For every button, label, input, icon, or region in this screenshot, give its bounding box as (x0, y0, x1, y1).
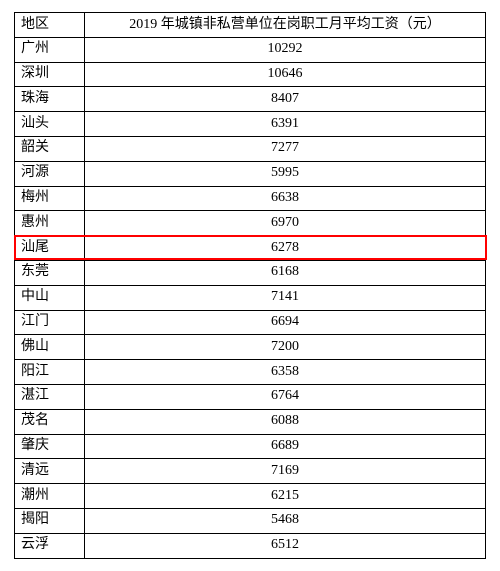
cell-region: 云浮 (15, 533, 85, 558)
cell-value: 10646 (85, 62, 486, 87)
column-header-region: 地区 (15, 13, 85, 38)
cell-value: 6689 (85, 434, 486, 459)
cell-value: 6358 (85, 360, 486, 385)
cell-value: 6512 (85, 533, 486, 558)
cell-region: 清远 (15, 459, 85, 484)
table-row: 清远7169 (15, 459, 486, 484)
cell-value: 6638 (85, 186, 486, 211)
cell-value: 7141 (85, 285, 486, 310)
cell-region: 阳江 (15, 360, 85, 385)
cell-region: 河源 (15, 161, 85, 186)
cell-region: 中山 (15, 285, 85, 310)
wage-table: 地区 2019 年城镇非私营单位在岗职工月平均工资（元） 广州10292深圳10… (14, 12, 486, 559)
cell-value: 6391 (85, 112, 486, 137)
cell-region: 佛山 (15, 335, 85, 360)
cell-region: 深圳 (15, 62, 85, 87)
table-row: 云浮6512 (15, 533, 486, 558)
table-row: 深圳10646 (15, 62, 486, 87)
table-row: 广州10292 (15, 37, 486, 62)
table-row: 珠海8407 (15, 87, 486, 112)
table-row: 梅州6638 (15, 186, 486, 211)
cell-value: 6215 (85, 484, 486, 509)
cell-region: 湛江 (15, 384, 85, 409)
cell-value: 6088 (85, 409, 486, 434)
cell-value: 7277 (85, 136, 486, 161)
cell-region: 珠海 (15, 87, 85, 112)
cell-region: 江门 (15, 310, 85, 335)
cell-region: 广州 (15, 37, 85, 62)
cell-region: 韶关 (15, 136, 85, 161)
table-row: 揭阳5468 (15, 508, 486, 533)
cell-value: 6278 (85, 236, 486, 261)
table-row: 肇庆6689 (15, 434, 486, 459)
table-row: 潮州6215 (15, 484, 486, 509)
cell-value: 6764 (85, 384, 486, 409)
cell-region: 潮州 (15, 484, 85, 509)
cell-value: 5995 (85, 161, 486, 186)
cell-value: 7169 (85, 459, 486, 484)
cell-region: 揭阳 (15, 508, 85, 533)
cell-value: 6168 (85, 260, 486, 285)
cell-region: 茂名 (15, 409, 85, 434)
table-row: 汕尾6278 (15, 236, 486, 261)
table-row: 湛江6764 (15, 384, 486, 409)
table-row: 佛山7200 (15, 335, 486, 360)
table-body: 广州10292深圳10646珠海8407汕头6391韶关7277河源5995梅州… (15, 37, 486, 558)
table-row: 茂名6088 (15, 409, 486, 434)
cell-value: 5468 (85, 508, 486, 533)
table-row: 江门6694 (15, 310, 486, 335)
table-row: 汕头6391 (15, 112, 486, 137)
wage-table-container: 地区 2019 年城镇非私营单位在岗职工月平均工资（元） 广州10292深圳10… (14, 12, 486, 559)
cell-region: 东莞 (15, 260, 85, 285)
cell-region: 惠州 (15, 211, 85, 236)
cell-region: 汕尾 (15, 236, 85, 261)
cell-value: 8407 (85, 87, 486, 112)
cell-value: 6694 (85, 310, 486, 335)
cell-region: 汕头 (15, 112, 85, 137)
cell-region: 肇庆 (15, 434, 85, 459)
column-header-value: 2019 年城镇非私营单位在岗职工月平均工资（元） (85, 13, 486, 38)
cell-value: 6970 (85, 211, 486, 236)
table-row: 韶关7277 (15, 136, 486, 161)
table-row: 河源5995 (15, 161, 486, 186)
cell-region: 梅州 (15, 186, 85, 211)
cell-value: 7200 (85, 335, 486, 360)
cell-value: 10292 (85, 37, 486, 62)
table-row: 东莞6168 (15, 260, 486, 285)
table-row: 中山7141 (15, 285, 486, 310)
table-row: 阳江6358 (15, 360, 486, 385)
table-row: 惠州6970 (15, 211, 486, 236)
table-header-row: 地区 2019 年城镇非私营单位在岗职工月平均工资（元） (15, 13, 486, 38)
